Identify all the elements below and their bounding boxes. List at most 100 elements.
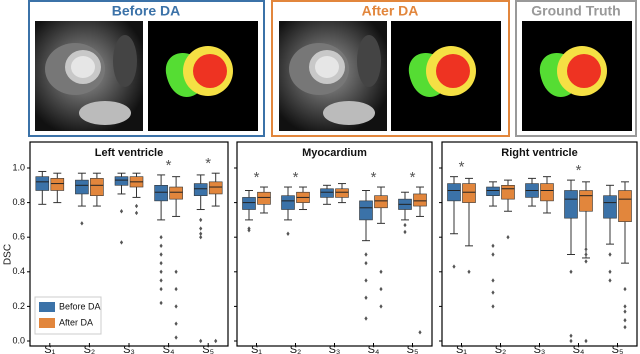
box: [75, 179, 89, 195]
box: [335, 188, 349, 198]
box: [486, 186, 500, 196]
panel-frame: [28, 0, 265, 137]
legend-swatch: [39, 318, 55, 328]
panel-title: Before DA: [112, 3, 180, 19]
x-tick-label: S₂: [84, 344, 96, 354]
flier: [174, 304, 178, 309]
flier: [506, 235, 510, 240]
flier: [608, 252, 612, 257]
box: [413, 193, 427, 207]
box: [579, 190, 593, 212]
box: [114, 176, 129, 186]
segmentation-image: [148, 21, 258, 131]
flier: [286, 231, 290, 236]
x-tick-label: S₃: [123, 344, 135, 354]
flier: [364, 260, 368, 266]
segmentation-image: [522, 21, 632, 131]
flier: [403, 229, 407, 235]
flier: [199, 235, 203, 240]
panel-frame: [515, 0, 637, 137]
box: [50, 178, 65, 191]
flier: [174, 335, 178, 340]
chart-title: Right ventricle: [501, 147, 577, 159]
flier: [491, 290, 495, 295]
y-tick-label: 0.0: [12, 335, 25, 345]
flier: [491, 243, 495, 249]
box: [447, 183, 461, 202]
flier: [623, 304, 627, 309]
box: [603, 195, 617, 219]
flier: [199, 231, 203, 236]
flier: [199, 217, 203, 223]
flier: [364, 252, 368, 257]
flier: [403, 222, 407, 228]
flier: [379, 269, 383, 274]
y-tick-label: 0.6: [12, 232, 25, 242]
x-tick-label: S₃: [534, 344, 546, 354]
flier: [247, 228, 251, 233]
significance-marker: *: [371, 169, 377, 186]
x-tick-label: S₃: [329, 344, 341, 354]
legend-label: After DA: [59, 317, 93, 327]
flier: [584, 259, 588, 264]
flier: [159, 243, 163, 249]
flier: [119, 209, 124, 214]
flier: [159, 278, 163, 283]
flier: [159, 260, 163, 266]
box: [193, 183, 208, 196]
flier: [623, 324, 627, 330]
box: [564, 190, 578, 219]
flier: [174, 321, 178, 326]
flier: [569, 269, 573, 274]
flier: [159, 300, 163, 306]
x-tick-label: S₄: [163, 344, 175, 354]
flier: [452, 264, 456, 269]
flier: [584, 252, 588, 257]
flier: [623, 318, 627, 323]
significance-marker: *: [205, 155, 211, 172]
x-tick-label: S₄: [573, 344, 585, 354]
flier: [364, 295, 368, 300]
flier: [174, 269, 178, 274]
flier: [491, 278, 495, 283]
flier: [134, 203, 139, 209]
box: [359, 200, 373, 221]
box: [281, 195, 295, 210]
flier: [569, 333, 573, 339]
flier: [491, 304, 495, 309]
box: [540, 183, 554, 202]
legend-swatch: [39, 302, 55, 312]
x-tick-label: S₁: [456, 344, 467, 354]
x-tick-label: S₅: [407, 344, 419, 354]
flier: [608, 278, 612, 283]
flier: [80, 221, 84, 226]
y-tick-label: 0.4: [12, 266, 25, 276]
flier: [159, 235, 163, 240]
flier: [379, 286, 383, 292]
significance-marker: *: [410, 169, 416, 186]
legend-label: Before DA: [59, 301, 101, 311]
significance-marker: *: [459, 159, 465, 176]
flier: [364, 316, 368, 321]
flier: [364, 278, 368, 283]
panel-title: Ground Truth: [531, 3, 620, 19]
flier: [623, 286, 627, 292]
flier: [119, 240, 124, 245]
box: [208, 181, 223, 195]
panel-frame: [271, 0, 510, 137]
flier: [569, 338, 573, 344]
flier: [418, 330, 422, 335]
flier: [608, 269, 612, 274]
x-tick-label: S₁: [44, 344, 55, 354]
y-tick-label: 0.2: [12, 301, 25, 311]
box: [320, 188, 334, 198]
flier: [491, 252, 495, 257]
flier: [159, 269, 163, 274]
box: [462, 183, 476, 203]
flier: [134, 210, 139, 216]
x-tick-label: S₂: [290, 344, 302, 354]
mri-image: [279, 21, 387, 131]
flier: [159, 286, 163, 292]
box: [501, 185, 515, 200]
y-tick-label: 0.8: [12, 197, 25, 207]
